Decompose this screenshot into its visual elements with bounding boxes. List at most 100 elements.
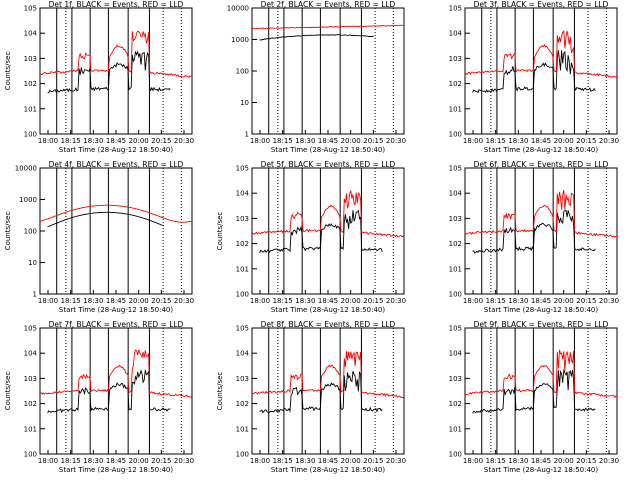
y-tick-label: 105 bbox=[236, 165, 249, 173]
y-tick-label: 1 bbox=[245, 131, 249, 139]
chart-title: Det 3f, BLACK = Events, RED = LLD bbox=[474, 0, 609, 9]
x-tick-label: 20:30 bbox=[599, 457, 619, 465]
x-tick-label: 18:30 bbox=[508, 137, 528, 145]
y-tick-label: 101 bbox=[449, 265, 462, 273]
chart-title: Det 9f, BLACK = Events, RED = LLD bbox=[474, 320, 609, 329]
y-tick-label: 101 bbox=[449, 425, 462, 433]
x-tick-label: 18:30 bbox=[295, 137, 315, 145]
plot-frame bbox=[39, 7, 193, 135]
plot-frame bbox=[464, 167, 618, 295]
y-tick-label: 10 bbox=[240, 99, 249, 107]
chart-panel-det-4: Det 4f, BLACK = Events, RED = LLD Counts/… bbox=[4, 160, 194, 314]
series-events-line bbox=[47, 211, 164, 228]
x-tick-label: 20:15 bbox=[151, 297, 171, 305]
chart-title: Det 5f, BLACK = Events, RED = LLD bbox=[261, 160, 396, 169]
x-tick-label: 18:45 bbox=[106, 457, 126, 465]
x-tick-label: 20:00 bbox=[554, 137, 574, 145]
x-tick-label: 18:30 bbox=[508, 457, 528, 465]
x-tick-label: 18:00 bbox=[250, 297, 270, 305]
series-events-line bbox=[47, 369, 171, 414]
y-tick-label: 101 bbox=[24, 425, 37, 433]
x-tick-label: 20:30 bbox=[599, 297, 619, 305]
chart-panel-det-7: Det 7f, BLACK = Events, RED = LLD Counts/… bbox=[4, 320, 194, 474]
x-tick-label: 18:00 bbox=[250, 457, 270, 465]
x-axis-label: Start Time (28-Aug-12 18:50:40) bbox=[271, 466, 385, 474]
x-tick-label: 20:15 bbox=[363, 297, 383, 305]
plot-frame bbox=[464, 7, 618, 135]
series-lld-line bbox=[251, 24, 405, 30]
chart-panel-det-2: Det 2f, BLACK = Events, RED = LLD 1 10 100 1… bbox=[227, 0, 406, 154]
y-axis-label: Counts/sec bbox=[216, 212, 224, 251]
x-tick-label: 18:45 bbox=[318, 137, 338, 145]
x-axis-label: Start Time (28-Aug-12 18:50:40) bbox=[271, 146, 385, 154]
x-tick-label: 18:15 bbox=[61, 297, 81, 305]
y-tick-label: 104 bbox=[236, 350, 250, 358]
series-lld-line bbox=[464, 349, 618, 399]
y-tick-label: 103 bbox=[449, 375, 462, 383]
x-tick-label: 18:30 bbox=[83, 137, 103, 145]
y-tick-label: 105 bbox=[24, 5, 37, 13]
x-tick-label: 20:00 bbox=[129, 297, 149, 305]
x-tick-label: 18:30 bbox=[295, 297, 315, 305]
y-tick-label: 1000 bbox=[19, 196, 37, 204]
x-tick-label: 18:15 bbox=[273, 137, 293, 145]
x-tick-label: 20:15 bbox=[576, 297, 596, 305]
chart-panel-det-6: Det 6f, BLACK = Events, RED = LLD 100 101 1… bbox=[449, 160, 619, 314]
x-tick-label: 20:00 bbox=[341, 137, 361, 145]
y-tick-label: 102 bbox=[449, 400, 462, 408]
y-tick-label: 10000 bbox=[15, 165, 37, 173]
x-tick-label: 20:15 bbox=[363, 457, 383, 465]
x-tick-label: 18:45 bbox=[106, 297, 126, 305]
x-tick-label: 20:00 bbox=[341, 457, 361, 465]
chart-panel-det-9: Det 9f, BLACK = Events, RED = LLD 100 101 1… bbox=[449, 320, 619, 474]
x-tick-label: 18:15 bbox=[486, 137, 506, 145]
chart-panel-det-8: Det 8f, BLACK = Events, RED = LLD Counts/… bbox=[216, 320, 406, 474]
x-tick-label: 18:15 bbox=[486, 457, 506, 465]
y-tick-label: 102 bbox=[24, 400, 37, 408]
y-tick-label: 100 bbox=[24, 131, 37, 139]
x-tick-label: 18:15 bbox=[486, 297, 506, 305]
y-tick-label: 102 bbox=[24, 80, 37, 88]
y-tick-label: 104 bbox=[24, 30, 38, 38]
x-tick-label: 20:15 bbox=[576, 137, 596, 145]
y-tick-label: 102 bbox=[236, 400, 249, 408]
series-lld-line bbox=[39, 204, 193, 223]
x-axis-label: Start Time (28-Aug-12 18:50:40) bbox=[484, 146, 598, 154]
x-tick-label: 20:15 bbox=[151, 457, 171, 465]
x-tick-label: 18:30 bbox=[508, 297, 528, 305]
y-tick-label: 105 bbox=[449, 325, 462, 333]
series-events-line bbox=[472, 50, 596, 94]
x-tick-label: 18:15 bbox=[273, 457, 293, 465]
y-axis-label: Counts/sec bbox=[216, 372, 224, 411]
y-tick-label: 103 bbox=[449, 55, 462, 63]
x-tick-label: 20:15 bbox=[576, 457, 596, 465]
y-tick-label: 103 bbox=[236, 375, 249, 383]
chart-title: Det 7f, BLACK = Events, RED = LLD bbox=[49, 320, 184, 329]
y-axis-label: Counts/sec bbox=[4, 212, 12, 251]
y-tick-label: 1000 bbox=[231, 36, 249, 44]
x-tick-label: 18:30 bbox=[295, 457, 315, 465]
y-tick-label: 1 bbox=[33, 291, 37, 299]
y-tick-label: 103 bbox=[449, 215, 462, 223]
series-lld-line bbox=[251, 190, 405, 238]
series-lld-line bbox=[39, 30, 193, 79]
plot-frame bbox=[39, 167, 193, 295]
x-tick-label: 18:00 bbox=[250, 137, 270, 145]
x-tick-label: 18:15 bbox=[273, 297, 293, 305]
x-tick-label: 20:30 bbox=[174, 297, 194, 305]
x-tick-label: 18:00 bbox=[38, 297, 58, 305]
x-tick-label: 18:45 bbox=[318, 297, 338, 305]
y-tick-label: 100 bbox=[449, 451, 462, 459]
series-events-line bbox=[47, 50, 171, 94]
x-axis-label: Start Time (28-Aug-12 18:50:40) bbox=[271, 306, 385, 314]
y-tick-label: 100 bbox=[449, 291, 462, 299]
chart-title: Det 1f, BLACK = Events, RED = LLD bbox=[49, 0, 184, 9]
x-axis-label: Start Time (28-Aug-12 18:50:40) bbox=[484, 306, 598, 314]
series-events-line bbox=[259, 34, 374, 41]
x-tick-label: 20:00 bbox=[129, 137, 149, 145]
plot-frame bbox=[251, 7, 405, 135]
plot-frame bbox=[464, 327, 618, 455]
y-axis-label: Counts/sec bbox=[4, 52, 12, 91]
y-tick-label: 102 bbox=[449, 240, 462, 248]
